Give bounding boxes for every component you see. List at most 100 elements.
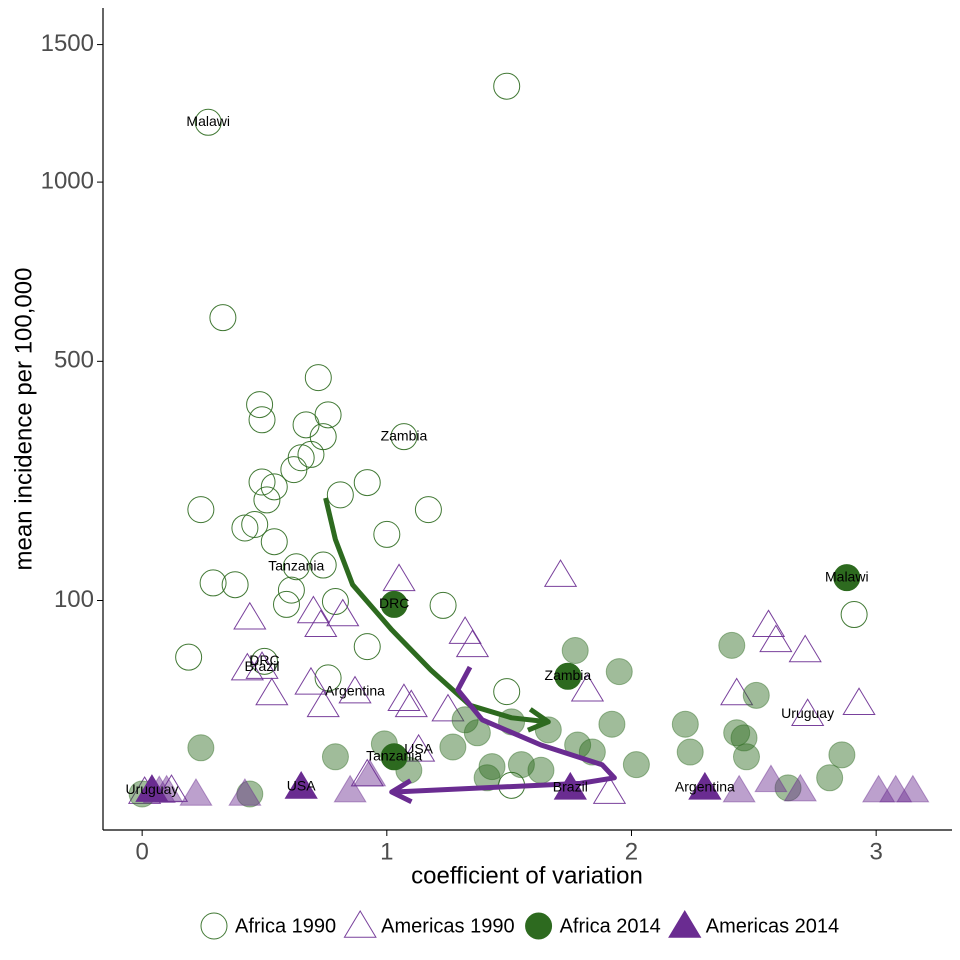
triangle-point [284, 771, 318, 799]
circle-point [280, 456, 308, 484]
circle-point [723, 719, 751, 747]
circle-point [321, 587, 349, 615]
circle-point [463, 719, 491, 747]
triangle-point [431, 693, 465, 722]
circle-point [671, 710, 699, 738]
triangle-point [688, 771, 722, 800]
circle-point [353, 633, 381, 661]
triangle-point [326, 598, 360, 627]
point-label: Uruguay [781, 705, 834, 721]
point-label: USA [404, 741, 433, 757]
circle-point [231, 514, 259, 542]
triangle-point [754, 764, 788, 793]
circle-point [605, 658, 633, 686]
circle-point [730, 724, 758, 752]
triangle-point [306, 689, 340, 718]
triangle-point [592, 776, 627, 804]
triangle-point [230, 652, 264, 681]
circle-point [718, 631, 746, 659]
x-tick-label: 3 [869, 838, 882, 865]
triangle-point [294, 666, 328, 695]
triangle-point [543, 559, 578, 587]
legend-label: Africa 2014 [560, 915, 661, 937]
circle-point [840, 601, 868, 629]
circle-point [478, 753, 506, 781]
point-label: Malawi [825, 568, 869, 584]
triangle-point [791, 698, 825, 726]
legend-symbol [200, 912, 228, 940]
circle-point [309, 423, 337, 451]
circle-point [732, 743, 760, 771]
circle-point [175, 643, 203, 671]
point-label: Brazil [245, 658, 280, 674]
circle-point [561, 636, 589, 664]
circle-point [221, 571, 249, 599]
triangle-point [387, 683, 421, 711]
point-label: Uruguay [125, 781, 178, 797]
circle-point [253, 486, 281, 514]
circle-point [353, 469, 381, 497]
triangle-point [722, 774, 756, 803]
point-label: Tanzania [268, 557, 324, 573]
triangle-point [179, 778, 213, 806]
triangle-point [879, 774, 913, 803]
triangle-point [448, 616, 482, 644]
point-label: Malawi [186, 113, 230, 129]
circle-point [429, 591, 457, 619]
circle-point [260, 528, 288, 556]
x-tick-label: 1 [380, 838, 393, 865]
triangle-point [245, 651, 279, 679]
triangle-point [570, 673, 605, 702]
circle-point [554, 662, 582, 690]
point-labels: MalawiZambiaTanzaniaDRCBrazilArgentinaUr… [125, 113, 868, 797]
point-label: Zambia [545, 667, 592, 683]
legend-symbol [668, 910, 702, 938]
triangle-point [759, 624, 793, 653]
circle-point [451, 706, 479, 734]
circle-point [622, 751, 650, 779]
triangle-point [861, 774, 896, 803]
circle-point [248, 406, 276, 434]
circle-point [473, 764, 501, 792]
circle-point [833, 564, 861, 592]
triangle-point [401, 733, 436, 762]
circle-point [326, 481, 354, 509]
circle-point [209, 304, 237, 332]
circle-point [187, 496, 215, 524]
circle-point [260, 473, 288, 501]
circle-point [187, 734, 215, 762]
triangle-point [783, 773, 817, 802]
circle-point [676, 738, 704, 766]
circle-point [527, 756, 555, 784]
circle-point [282, 553, 310, 581]
circle-point [439, 733, 467, 761]
triangle-point [142, 775, 176, 804]
triangle-point [255, 677, 289, 706]
triangle-point [135, 774, 169, 802]
circle-point [287, 444, 315, 472]
legend-symbol [525, 912, 553, 940]
circle-point [246, 391, 274, 419]
circle-point [370, 730, 398, 758]
circle-point [321, 743, 349, 771]
triangle-point [350, 758, 384, 787]
legend-label: Americas 2014 [706, 915, 839, 937]
circle-point [390, 423, 418, 451]
triangle-point [720, 677, 754, 706]
triangle-point [382, 563, 416, 592]
circle-point [380, 590, 408, 618]
circle-point [297, 440, 325, 468]
triangle-point [353, 758, 387, 787]
y-tick-label: 500 [54, 347, 94, 374]
trend-arrowhead [389, 778, 413, 804]
circle-point [292, 411, 320, 439]
triangle-point [842, 687, 876, 715]
circle-point [507, 751, 535, 779]
trend-line [323, 497, 549, 725]
circle-point [241, 510, 269, 538]
circle-point [493, 72, 521, 100]
triangle-point [333, 774, 367, 803]
point-label: Zambia [381, 427, 428, 443]
trend-arrowhead [527, 707, 551, 733]
